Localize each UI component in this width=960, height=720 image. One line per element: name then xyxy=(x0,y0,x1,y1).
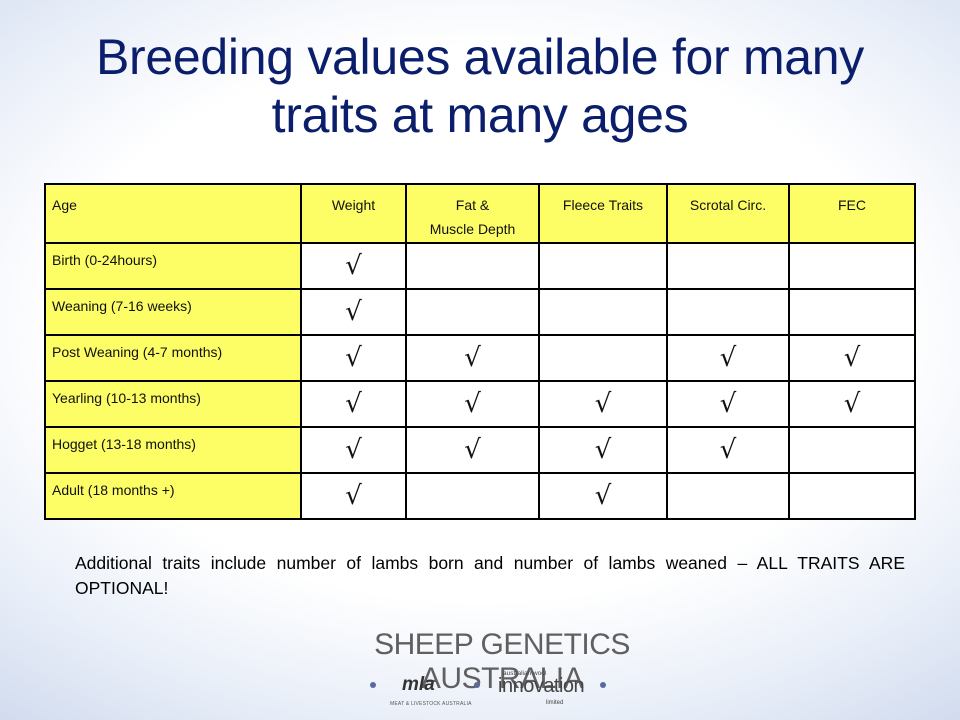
header-weight: Weight xyxy=(300,183,407,244)
checkmark-icon: √ xyxy=(719,389,737,419)
table-row: Yearling (10-13 months) √ √ √ √ √ xyxy=(44,380,916,428)
checkmark-icon: √ xyxy=(594,481,612,511)
cell-fec xyxy=(788,242,916,290)
mla-subtitle: MEAT & LIVESTOCK AUSTRALIA xyxy=(390,701,472,707)
cell-fleece: √ xyxy=(538,426,668,474)
row-age-label: Post Weaning (4-7 months) xyxy=(44,334,302,382)
row-age-label: Adult (18 months +) xyxy=(44,472,302,520)
header-fat-line: Fat & xyxy=(455,197,490,213)
checkmark-icon: √ xyxy=(843,343,861,373)
row-age-label: Yearling (10-13 months) xyxy=(44,380,302,428)
cell-fec xyxy=(788,426,916,474)
bullet-dot-3 xyxy=(600,682,606,688)
traits-table: Age Weight Fat & Muscle Depth Fleece Tra… xyxy=(44,183,916,520)
checkmark-icon: √ xyxy=(345,435,362,465)
checkmark-icon: √ xyxy=(719,435,737,465)
additional-traits-note: Additional traits include number of lamb… xyxy=(75,553,905,598)
cell-weight: √ xyxy=(300,288,407,336)
table-row: Adult (18 months +) √ √ xyxy=(44,472,916,520)
checkmark-icon: √ xyxy=(345,297,362,327)
checkmark-icon: √ xyxy=(719,343,737,373)
header-fleece: Fleece Traits xyxy=(538,183,668,244)
row-age-label: Weaning (7-16 weeks) xyxy=(44,288,302,336)
awi-top-text: australian wool xyxy=(503,670,547,677)
header-fec: FEC xyxy=(788,183,916,244)
cell-weight: √ xyxy=(300,472,407,520)
title-line-2: traits at many ages xyxy=(271,87,689,143)
bullet-dot-1 xyxy=(370,682,376,688)
cell-scrotal xyxy=(666,242,790,290)
header-scrotal: Scrotal Circ. xyxy=(666,183,790,244)
slide-title: Breeding values available for many trait… xyxy=(30,28,930,144)
checkmark-icon: √ xyxy=(594,435,612,465)
awi-subtitle: limited xyxy=(546,700,564,706)
footer-logo: SHEEP GENETICS AUSTRALIA mla MEAT & LIVE… xyxy=(250,618,730,718)
cell-fleece xyxy=(538,334,668,382)
checkmark-icon: √ xyxy=(345,251,362,281)
bullet-dot-2 xyxy=(474,682,480,688)
sheep-genetics-brand: SHEEP GENETICS AUSTRALIA xyxy=(374,628,630,695)
cell-fec: √ xyxy=(788,380,916,428)
cell-fat-muscle xyxy=(405,242,540,290)
table-row: Hogget (13-18 months) √ √ √ √ xyxy=(44,426,916,474)
cell-fec: √ xyxy=(788,334,916,382)
checkmark-icon: √ xyxy=(464,389,481,419)
cell-fat-muscle: √ xyxy=(405,334,540,382)
table-row: Birth (0-24hours) √ xyxy=(44,242,916,290)
cell-fec xyxy=(788,472,916,520)
cell-fec xyxy=(788,288,916,336)
checkmark-icon: √ xyxy=(464,343,481,373)
cell-scrotal: √ xyxy=(666,426,790,474)
cell-scrotal: √ xyxy=(666,380,790,428)
table-header-row: Age Weight Fat & Muscle Depth Fleece Tra… xyxy=(44,183,916,244)
cell-scrotal xyxy=(666,288,790,336)
cell-fat-muscle xyxy=(405,472,540,520)
cell-scrotal xyxy=(666,472,790,520)
cell-fleece: √ xyxy=(538,380,668,428)
cell-fleece xyxy=(538,288,668,336)
cell-fat-muscle xyxy=(405,288,540,336)
table-row: Post Weaning (4-7 months) √ √ √ √ xyxy=(44,334,916,382)
cell-weight: √ xyxy=(300,426,407,474)
checkmark-icon: √ xyxy=(843,389,861,419)
cell-fleece: √ xyxy=(538,472,668,520)
checkmark-icon: √ xyxy=(345,389,362,419)
checkmark-icon: √ xyxy=(345,481,362,511)
checkmark-icon: √ xyxy=(594,389,612,419)
header-muscle-line: Muscle Depth xyxy=(429,221,516,237)
cell-scrotal: √ xyxy=(666,334,790,382)
header-fat-muscle: Fat & Muscle Depth xyxy=(405,183,540,244)
cell-weight: √ xyxy=(300,242,407,290)
table-body: Birth (0-24hours) √ Weaning (7-16 weeks) √ P… xyxy=(44,242,916,520)
cell-fat-muscle: √ xyxy=(405,380,540,428)
cell-fat-muscle: √ xyxy=(405,426,540,474)
mla-logo: mla xyxy=(402,674,435,695)
checkmark-icon: √ xyxy=(345,343,362,373)
row-age-label: Hogget (13-18 months) xyxy=(44,426,302,474)
cell-weight: √ xyxy=(300,380,407,428)
table-row: Weaning (7-16 weeks) √ xyxy=(44,288,916,336)
checkmark-icon: √ xyxy=(464,435,481,465)
cell-fleece xyxy=(538,242,668,290)
row-age-label: Birth (0-24hours) xyxy=(44,242,302,290)
awi-logo: innovation xyxy=(498,675,585,697)
cell-weight: √ xyxy=(300,334,407,382)
title-line-1: Breeding values available for many xyxy=(95,29,865,85)
header-age: Age xyxy=(44,183,302,244)
